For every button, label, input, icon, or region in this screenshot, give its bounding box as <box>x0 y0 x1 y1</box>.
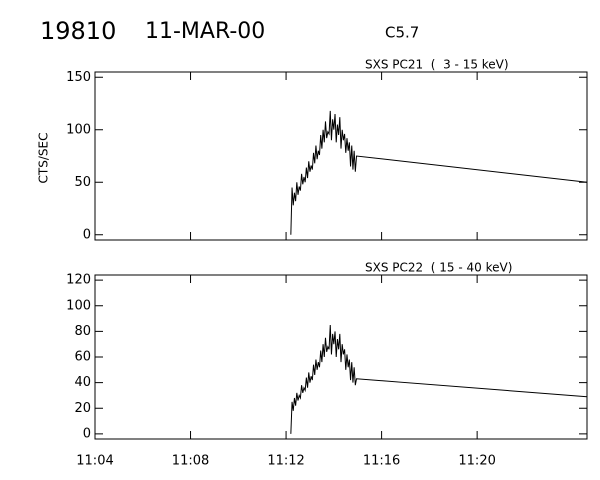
panel-title: SXS PC22 ( 15 - 40 keV) <box>365 261 512 275</box>
event-id: 19810 <box>40 17 116 45</box>
y-tick-label: 0 <box>83 227 91 242</box>
y-tick-label: 0 <box>83 426 91 441</box>
y-tick-label: 80 <box>74 324 91 339</box>
panel-title: SXS PC21 ( 3 - 15 keV) <box>365 58 509 72</box>
y-tick-label: 40 <box>74 375 91 390</box>
flare-class: C5.7 <box>385 24 419 42</box>
x-tick-label: 11:04 <box>76 454 113 469</box>
x-tick-label: 11:12 <box>267 454 304 469</box>
y-tick-label: 100 <box>66 122 91 137</box>
plot-frame <box>94 71 588 241</box>
date: 11-MAR-00 <box>145 19 265 44</box>
y-tick-label: 150 <box>66 70 91 85</box>
y-tick-label: 20 <box>74 401 91 416</box>
x-tick-label: 11:08 <box>172 454 209 469</box>
data-line <box>290 110 588 235</box>
y-tick-label: 50 <box>74 175 91 190</box>
y-tick-label: 100 <box>66 298 91 313</box>
y-tick-label: 60 <box>74 350 91 365</box>
data-line <box>290 324 588 434</box>
x-tick-label: 11:20 <box>458 454 495 469</box>
y-tick-label: 120 <box>66 273 91 288</box>
x-tick-label: 11:16 <box>363 454 400 469</box>
y-axis-label: CTS/SEC <box>37 133 51 184</box>
